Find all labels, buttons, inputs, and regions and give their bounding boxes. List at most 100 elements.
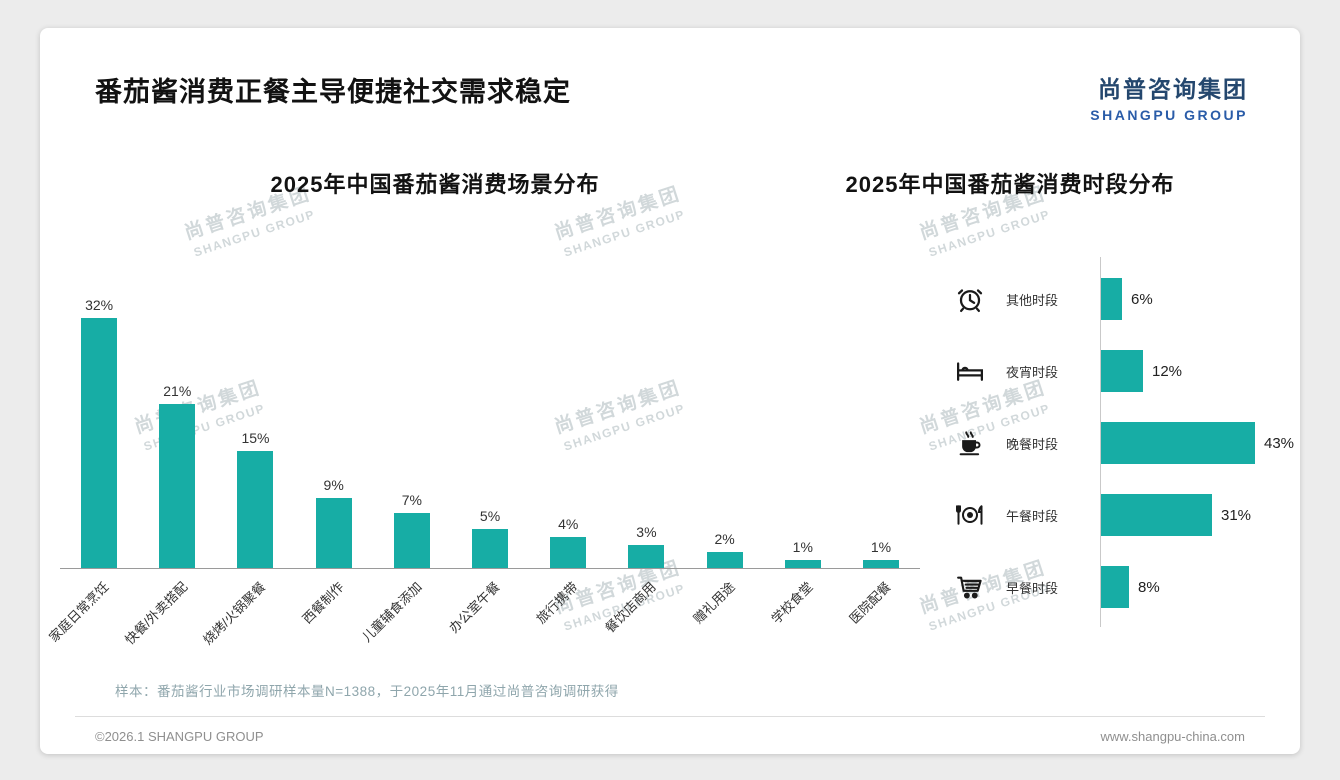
bar-value-label: 2% [714,531,735,547]
time-label: 早餐时段 [1006,580,1059,596]
category-label: 餐饮店商用 [602,579,660,636]
bar-track: 1% [763,221,842,569]
charts-area: 2025年中国番茄酱消费场景分布 32% 家庭日常烹饪 21% 快餐/外卖搭配 15% 烧… [40,167,1300,657]
category-label-cell: 家庭日常烹饪 [46,569,138,657]
bar-track: 9% [294,221,373,569]
category-label: 医院配餐 [846,579,894,627]
website-text: www.shangpu-china.com [1100,729,1245,744]
bar-value-label: 5% [479,508,501,524]
time-bar [1100,350,1143,392]
alarm-clock-icon [952,284,988,314]
scene-bar [550,537,587,568]
bar-value-label: 8% [1138,578,1160,596]
scene-bar-group: 3% 餐饮店商用 [603,221,686,657]
bar-track: 15% [216,221,295,569]
scene-distribution-chart: 2025年中国番茄酱消费场景分布 32% 家庭日常烹饪 21% 快餐/外卖搭配 15% 烧… [46,167,921,657]
scene-bar-group: 9% 西餐制作 [294,221,373,657]
scene-bar-group: 5% 办公室午餐 [446,221,530,657]
scene-bar-group: 2% 赠礼用途 [685,221,764,657]
category-label-cell: 烧烤/火锅聚餐 [200,569,294,657]
time-bar [1100,494,1212,536]
bar-area: 12% [1100,350,1182,392]
scene-bar [393,513,430,568]
time-row: 夜宵时段 12% [920,335,1300,407]
left-chart-title: 2025年中国番茄酱消费场景分布 [270,172,600,197]
bar-area: 8% [1100,566,1160,608]
scene-bar [237,451,274,568]
category-label-cell: 赠礼用途 [686,569,764,657]
category-label: 旅行携带 [533,579,581,627]
bar-value-label: 3% [636,524,657,540]
scene-bar [862,560,899,568]
bar-track: 7% [372,221,451,569]
category-label-cell: 快餐/外卖搭配 [122,569,216,657]
time-row: 早餐时段 8% [920,551,1300,623]
scene-bar-group: 15% 烧烤/火锅聚餐 [200,221,295,657]
time-label: 夜宵时段 [1006,364,1059,380]
time-row: 晚餐时段 43% [920,407,1300,479]
bar-area: 43% [1100,422,1294,464]
right-chart-title: 2025年中国番茄酱消费时段分布 [845,172,1175,197]
bar-value-label: 1% [870,539,892,555]
scene-bar-group: 7% 儿童辅食添加 [359,221,451,657]
category-label-cell: 西餐制作 [295,569,373,657]
scene-bar-group: 32% 家庭日常烹饪 [46,221,139,657]
bar-value-label: 6% [1131,290,1153,308]
bar-value-label: 1% [792,539,813,555]
category-label-cell: 儿童辅食添加 [359,569,451,657]
time-bar [1100,278,1122,320]
bar-value-label: 43% [1264,434,1295,452]
category-label-cell: 学校食堂 [764,569,842,657]
bar-value-label: 31% [1221,506,1252,524]
logo-english-name: SHANGPU GROUP [1090,107,1248,123]
bar-track: 3% [607,221,686,569]
company-logo: 尚普咨询集团 SHANGPU GROUP [1090,70,1248,123]
header: 番茄酱消费正餐主导便捷社交需求稳定 尚普咨询集团 SHANGPU GROUP [40,28,1300,123]
scene-bar-group: 21% 快餐/外卖搭配 [122,221,217,657]
category-label: 西餐制作 [298,579,347,627]
coffee-cup-icon [952,428,988,458]
bar-track: 21% [138,221,217,569]
bar-area: 31% [1100,494,1251,536]
category-label: 家庭日常烹饪 [46,579,112,645]
category-label: 赠礼用途 [689,579,738,627]
category-label-cell: 医院配餐 [842,569,920,657]
bar-value-label: 9% [323,477,344,493]
page-title: 番茄酱消费正餐主导便捷社交需求稳定 [95,77,571,107]
time-bar [1100,566,1129,608]
scene-bar-group: 1% 学校食堂 [763,221,842,657]
vertical-bar-plot: 32% 家庭日常烹饪 21% 快餐/外卖搭配 15% 烧烤/火锅聚餐 9% 西餐制作 7% 儿童辅… [46,221,921,657]
copyright-text: ©2026.1 SHANGPU GROUP [95,729,264,744]
horizontal-bar-plot: 其他时段 6% 夜宵时段 12% 晚餐时段 43% 午餐时段 31% 早餐时段 8% [920,257,1300,627]
bar-track: 2% [685,221,764,569]
time-label: 其他时段 [1006,292,1059,308]
category-label: 学校食堂 [768,579,816,627]
time-row: 其他时段 6% [920,263,1300,335]
bottom-bar: ©2026.1 SHANGPU GROUP www.shangpu-china.… [75,716,1265,744]
bar-value-label: 7% [401,492,422,508]
bar-track: 32% [60,221,139,569]
scene-bar [315,498,352,568]
slide-card: 尚普咨询集团 SHANGPU GROUP 尚普咨询集团 SHANGPU GROU… [40,28,1300,754]
scene-bar [706,552,743,568]
time-distribution-chart: 2025年中国番茄酱消费时段分布 其他时段 6% 夜宵时段 12% 晚餐时段 43% 午餐时… [846,167,1300,657]
scene-bar [159,404,196,568]
bar-value-label: 4% [558,516,579,532]
bar-value-label: 12% [1152,362,1183,380]
scene-bar-group: 1% 医院配餐 [841,221,921,657]
scene-bar [784,560,821,568]
bar-value-label: 15% [241,430,270,446]
bar-track: 1% [841,221,921,569]
scene-bar [472,529,509,568]
bar-value-label: 32% [85,297,114,313]
category-label: 办公室午餐 [446,579,503,636]
bar-track: 4% [529,221,608,569]
plate-cutlery-icon [952,500,988,530]
bed-icon [952,356,988,386]
bar-area: 6% [1100,278,1153,320]
bar-track: 5% [450,221,530,569]
scene-bar-group: 4% 旅行携带 [529,221,608,657]
scene-bar [81,318,118,568]
scene-bar [628,545,665,568]
category-label-cell: 餐饮店商用 [603,569,685,657]
